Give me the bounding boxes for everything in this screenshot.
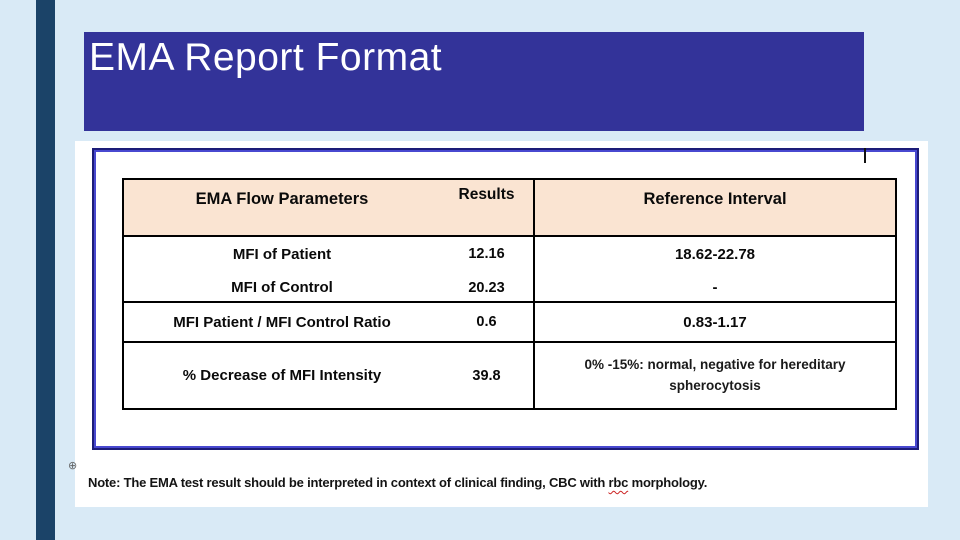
header-reference-interval: Reference Interval	[535, 180, 895, 237]
note-suffix: morphology.	[628, 475, 708, 490]
reference-mfi-of-control: -	[712, 279, 718, 296]
title-banner[interactable]: EMA Report Format	[84, 32, 864, 131]
header-results: Results	[440, 180, 535, 237]
reference-percent-decrease-text: 0% -15%: normal, negative for hereditary…	[584, 356, 846, 393]
result-mfi-ratio: 0.6	[440, 303, 535, 343]
cell-mfi-results: 12.16 20.23	[440, 237, 535, 303]
cell-mfi-references: 18.62-22.78 -	[535, 237, 895, 303]
text-cursor	[864, 148, 866, 163]
reference-percent-decrease: 0% -15%: normal, negative for hereditary…	[535, 343, 895, 408]
table-frame-border	[92, 148, 919, 450]
result-mfi-of-patient: 12.16	[468, 246, 505, 262]
header-ema-flow-parameters: EMA Flow Parameters	[124, 180, 440, 237]
param-mfi-of-patient: MFI of Patient	[232, 246, 332, 263]
note-text[interactable]: Note: The EMA test result should be inte…	[88, 475, 918, 490]
move-anchor-icon[interactable]: ⊕	[68, 460, 78, 472]
spellchecked-word: rbc	[608, 475, 629, 490]
result-percent-decrease: 39.8	[440, 343, 535, 408]
result-mfi-of-control: 20.23	[468, 280, 505, 296]
reference-mfi-of-patient: 18.62-22.78	[674, 246, 756, 263]
ema-report-table[interactable]: EMA Flow Parameters Results Reference In…	[122, 178, 897, 410]
note-prefix: Note: The EMA test result should be inte…	[88, 475, 609, 490]
slide-title: EMA Report Format	[89, 36, 443, 79]
cell-mfi-parameters: MFI of Patient MFI of Control	[124, 237, 440, 303]
param-mfi-ratio: MFI Patient / MFI Control Ratio	[124, 303, 440, 343]
content-panel[interactable]: EMA Flow Parameters Results Reference In…	[68, 141, 928, 507]
reference-mfi-ratio: 0.83-1.17	[535, 303, 895, 343]
param-percent-decrease: % Decrease of MFI Intensity	[182, 367, 382, 384]
left-accent-bar	[36, 0, 55, 540]
param-mfi-of-control: MFI of Control	[231, 279, 333, 296]
